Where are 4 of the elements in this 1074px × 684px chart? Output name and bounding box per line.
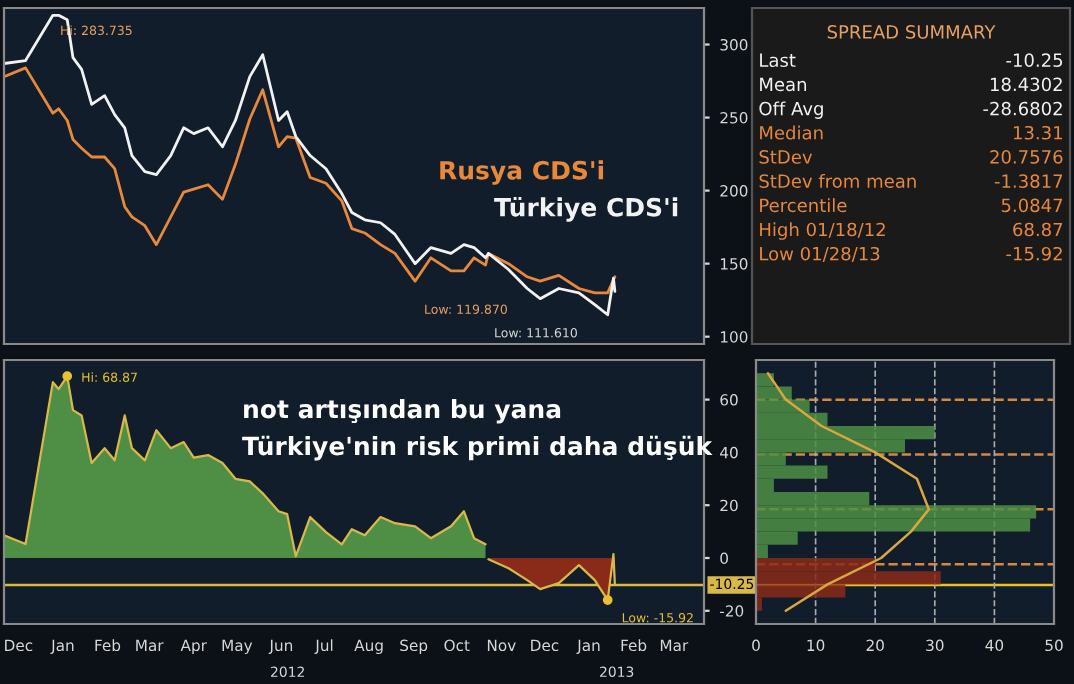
text: Rusya CDS'i — [440, 160, 604, 185]
annotation: not artışından bu yana — [244, 399, 561, 424]
series-label: Türkiye CDS'i — [494, 196, 678, 222]
annotation: Türkiye'nin risk primi daha düşük — [242, 435, 713, 461]
